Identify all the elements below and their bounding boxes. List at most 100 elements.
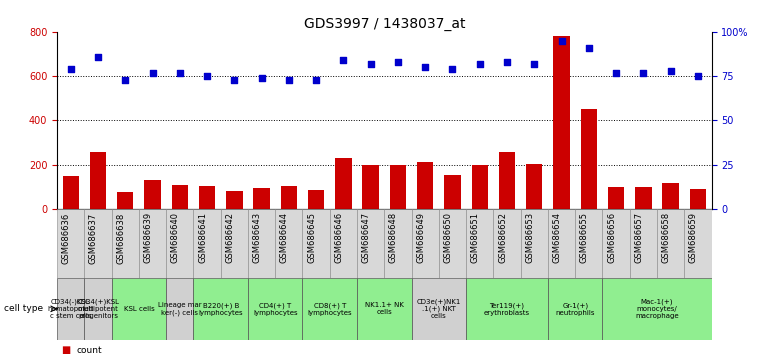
Bar <box>526 164 543 209</box>
Point <box>473 61 486 67</box>
Point <box>392 59 404 65</box>
Point <box>146 70 158 75</box>
Text: GSM686659: GSM686659 <box>689 212 698 263</box>
Text: cell type: cell type <box>4 304 43 313</box>
Bar <box>384 209 412 278</box>
Text: GSM686651: GSM686651 <box>471 212 479 263</box>
Bar <box>62 176 79 209</box>
Text: GSM686636: GSM686636 <box>62 212 71 264</box>
Point <box>583 45 595 51</box>
Text: GSM686639: GSM686639 <box>144 212 152 263</box>
Bar <box>90 153 106 209</box>
Bar <box>581 109 597 209</box>
Bar <box>172 184 188 209</box>
Text: GSM686642: GSM686642 <box>225 212 234 263</box>
Text: GSM686657: GSM686657 <box>635 212 643 263</box>
Bar <box>444 175 460 209</box>
Bar <box>439 209 466 278</box>
Point <box>610 70 622 75</box>
Bar <box>412 278 466 340</box>
Bar <box>684 209 712 278</box>
Bar <box>548 209 575 278</box>
Bar <box>57 278 84 340</box>
Bar <box>689 189 706 209</box>
Point <box>419 64 431 70</box>
Bar <box>466 209 493 278</box>
Text: GSM686638: GSM686638 <box>116 212 126 264</box>
Bar <box>117 192 133 209</box>
Point <box>337 57 349 63</box>
Bar <box>112 209 139 278</box>
Bar <box>248 209 275 278</box>
Bar <box>390 165 406 209</box>
Text: GSM686656: GSM686656 <box>607 212 616 263</box>
Point <box>365 61 377 67</box>
Text: GSM686650: GSM686650 <box>444 212 453 263</box>
Text: GSM686643: GSM686643 <box>253 212 262 263</box>
Point <box>283 77 295 82</box>
Text: GSM686637: GSM686637 <box>89 212 98 264</box>
Point <box>174 70 186 75</box>
Text: CD34(-)KSL
hematopoieti
c stem cells: CD34(-)KSL hematopoieti c stem cells <box>47 299 94 319</box>
Point <box>119 77 132 82</box>
Title: GDS3997 / 1438037_at: GDS3997 / 1438037_at <box>304 17 465 31</box>
Text: GSM686648: GSM686648 <box>389 212 398 263</box>
Text: ■: ■ <box>61 346 70 354</box>
Bar <box>357 278 412 340</box>
Point <box>692 73 704 79</box>
Bar <box>275 209 303 278</box>
Text: Lineage mar
ker(-) cells: Lineage mar ker(-) cells <box>158 302 202 316</box>
Text: GSM686658: GSM686658 <box>661 212 670 263</box>
Text: GSM686649: GSM686649 <box>416 212 425 263</box>
Text: GSM686655: GSM686655 <box>580 212 589 263</box>
Bar <box>575 209 603 278</box>
Bar <box>412 209 439 278</box>
Point <box>92 54 104 59</box>
Text: GSM686644: GSM686644 <box>280 212 289 263</box>
Bar <box>199 185 215 209</box>
Bar <box>84 278 112 340</box>
Bar <box>493 209 521 278</box>
Bar <box>603 278 712 340</box>
Bar <box>57 209 84 278</box>
Bar <box>166 209 193 278</box>
Point <box>528 61 540 67</box>
Text: CD34(+)KSL
multipotent
progenitors: CD34(+)KSL multipotent progenitors <box>76 299 119 319</box>
Text: Mac-1(+)
monocytes/
macrophage: Mac-1(+) monocytes/ macrophage <box>635 299 679 319</box>
Text: Gr-1(+)
neutrophils: Gr-1(+) neutrophils <box>556 302 595 316</box>
Bar <box>635 187 651 209</box>
Point <box>637 70 649 75</box>
Text: NK1.1+ NK
cells: NK1.1+ NK cells <box>365 302 404 315</box>
Text: count: count <box>76 346 102 354</box>
Text: B220(+) B
lymphocytes: B220(+) B lymphocytes <box>199 302 243 316</box>
Bar <box>139 209 166 278</box>
Text: GSM686646: GSM686646 <box>334 212 343 263</box>
Text: CD4(+) T
lymphocytes: CD4(+) T lymphocytes <box>253 302 298 316</box>
Text: GSM686640: GSM686640 <box>170 212 180 263</box>
Point <box>228 77 240 82</box>
Bar <box>630 209 657 278</box>
Point <box>65 66 77 72</box>
Text: CD3e(+)NK1
.1(+) NKT
cells: CD3e(+)NK1 .1(+) NKT cells <box>417 298 461 319</box>
Bar <box>193 278 248 340</box>
Bar <box>248 278 303 340</box>
Point <box>664 68 677 74</box>
Text: GSM686654: GSM686654 <box>552 212 562 263</box>
Bar <box>303 209 330 278</box>
Bar <box>548 278 603 340</box>
Bar <box>362 165 379 209</box>
Bar <box>657 209 684 278</box>
Bar <box>84 209 112 278</box>
Point <box>201 73 213 79</box>
Bar <box>553 36 570 209</box>
Bar <box>303 278 357 340</box>
Bar <box>193 209 221 278</box>
Point <box>447 66 459 72</box>
Bar <box>521 209 548 278</box>
Bar <box>357 209 384 278</box>
Bar <box>662 183 679 209</box>
Bar <box>281 185 297 209</box>
Bar <box>226 191 243 209</box>
Bar <box>253 188 269 209</box>
Bar <box>608 187 624 209</box>
